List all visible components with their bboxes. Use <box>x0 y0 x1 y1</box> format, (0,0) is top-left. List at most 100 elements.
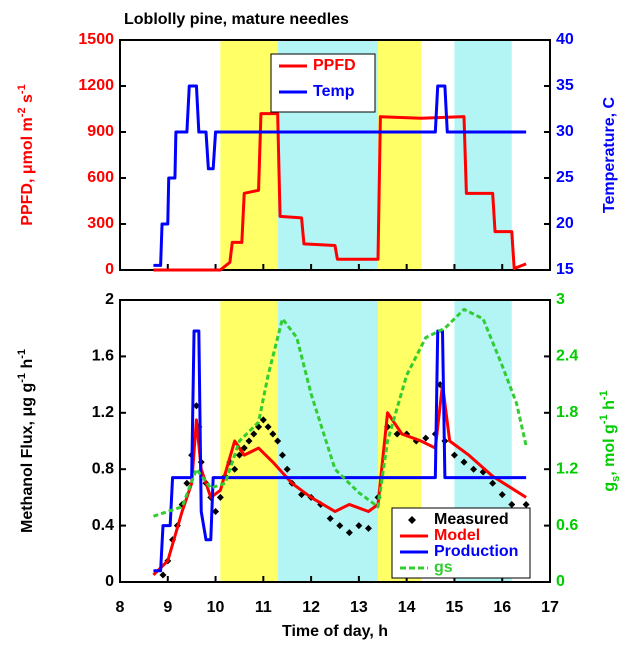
data-point <box>422 434 430 442</box>
y2-tick-label: 1.2 <box>556 460 578 477</box>
data-point <box>259 416 267 424</box>
y2-tick-label: 25 <box>556 169 574 186</box>
x-tick-label: 9 <box>163 599 172 616</box>
data-point <box>355 522 363 530</box>
legend-box <box>391 507 531 579</box>
y-tick-label: 900 <box>87 123 114 140</box>
y-axis-label: Methanol Flux, μg g-1 h-1 <box>16 349 36 533</box>
series-line <box>152 307 528 518</box>
y-tick-label: 0.8 <box>92 460 114 477</box>
y-tick-label: 1200 <box>78 77 114 94</box>
data-point <box>235 451 243 459</box>
label-part: -1 <box>16 349 28 359</box>
label-part: h <box>601 400 618 414</box>
time-band <box>220 40 278 270</box>
data-point <box>255 423 263 431</box>
y-tick-label: 1.2 <box>92 404 114 421</box>
y-tick-label: 0.4 <box>92 517 114 534</box>
data-point <box>192 402 200 410</box>
data-point <box>364 524 372 532</box>
label-part: -1 <box>598 390 610 400</box>
y2-tick-label: 1.8 <box>556 404 578 421</box>
data-point <box>489 479 497 487</box>
data-point <box>269 430 277 438</box>
label-part: -1 <box>16 84 28 94</box>
label-part: PPFD, μmol m <box>19 117 36 225</box>
label-part: g <box>601 482 618 492</box>
data-point <box>278 451 286 459</box>
y2-tick-label: 40 <box>556 31 574 48</box>
y2-tick-label: 15 <box>556 261 574 278</box>
y2-tick-label: 0.6 <box>556 517 578 534</box>
data-point <box>345 529 353 537</box>
data-point <box>393 430 401 438</box>
label-part: Temperature, C <box>601 96 618 213</box>
y-tick-label: 0 <box>105 573 114 590</box>
y-tick-label: 1500 <box>78 31 114 48</box>
y2-axis-label: Temperature, C <box>601 96 618 213</box>
label-part: s <box>610 476 622 482</box>
y-tick-label: 0 <box>105 261 114 278</box>
chart-title: Loblolly pine, mature needles <box>124 11 349 28</box>
data-point <box>450 451 458 459</box>
data-point <box>283 465 291 473</box>
legend-label: PPFD <box>313 57 356 74</box>
x-tick-label: 15 <box>446 599 464 616</box>
series-line <box>153 84 527 267</box>
data-point <box>183 479 191 487</box>
legend-label: Production <box>434 543 518 560</box>
label-part: Methanol Flux, μg g <box>19 383 36 533</box>
data-point <box>470 465 478 473</box>
time-band <box>277 300 378 582</box>
y2-tick-label: 35 <box>556 77 574 94</box>
data-point <box>274 437 282 445</box>
plot-frame <box>119 299 551 583</box>
data-point <box>159 571 167 579</box>
label-part: -1 <box>16 373 28 383</box>
plot-frame <box>119 39 551 271</box>
legend-label: Model <box>434 527 480 544</box>
x-tick-label: 13 <box>350 599 368 616</box>
data-point <box>336 522 344 530</box>
y-tick-label: 1.6 <box>92 348 114 365</box>
data-point <box>326 515 334 523</box>
y2-tick-label: 3 <box>556 291 565 308</box>
series-line <box>153 112 527 272</box>
y2-tick-label: 30 <box>556 123 574 140</box>
x-tick-label: 12 <box>302 599 320 616</box>
time-band <box>454 40 512 270</box>
y2-tick-label: 20 <box>556 215 574 232</box>
label-part: s <box>19 94 36 107</box>
y-tick-label: 300 <box>87 215 114 232</box>
series-line <box>152 383 527 577</box>
data-point <box>264 423 272 431</box>
x-tick-label: 16 <box>493 599 511 616</box>
x-tick-label: 11 <box>255 599 272 616</box>
y2-axis-label: gs, mol g-1 h-1 <box>598 390 622 491</box>
data-point <box>498 491 506 499</box>
x-tick-label: 14 <box>398 599 416 616</box>
legend-box <box>270 53 376 113</box>
data-point <box>231 465 239 473</box>
y2-tick-label: 2.4 <box>556 348 578 365</box>
data-point <box>216 493 224 501</box>
y2-tick-label: 0 <box>556 573 565 590</box>
data-point <box>460 458 468 466</box>
data-point <box>240 444 248 452</box>
data-point <box>508 500 516 508</box>
data-point <box>522 500 530 508</box>
legend-label: Measured <box>434 511 509 528</box>
y-axis-label: PPFD, μmol m-2 s-1 <box>16 84 36 225</box>
label-part: , mol g <box>601 424 618 476</box>
label-part: -1 <box>598 414 610 424</box>
data-point <box>212 508 220 515</box>
legend-label: Temp <box>313 83 355 100</box>
y-tick-label: 600 <box>87 169 114 186</box>
x-tick-label: 17 <box>541 599 559 616</box>
legend-label: gs <box>434 559 453 576</box>
label-part: -2 <box>16 107 28 117</box>
data-point <box>245 437 253 445</box>
data-point <box>250 430 258 438</box>
legend-marker <box>408 516 416 524</box>
